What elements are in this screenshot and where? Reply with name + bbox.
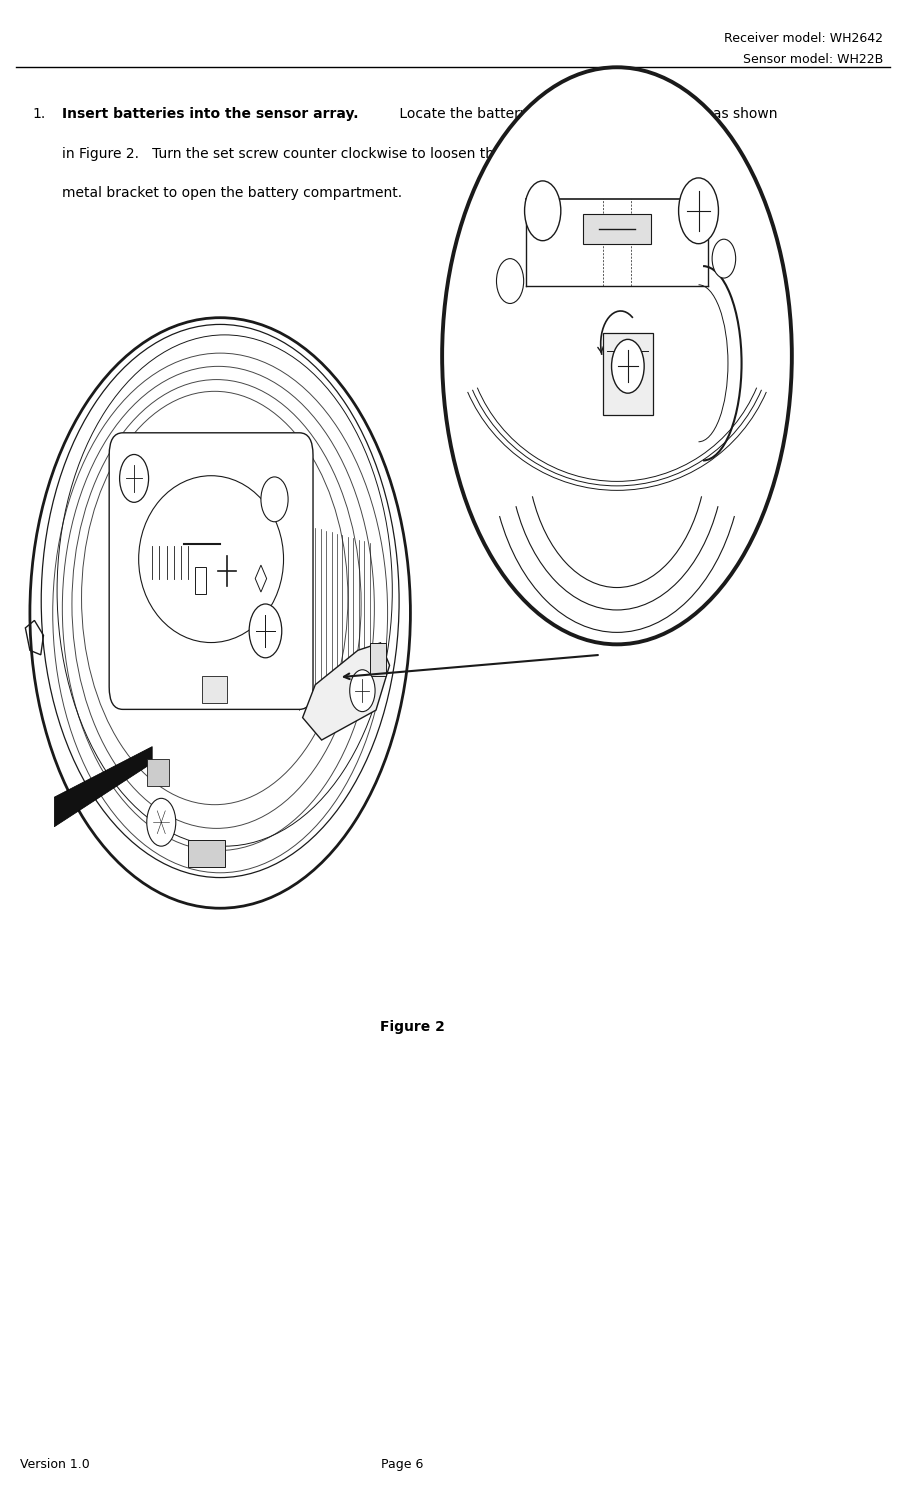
Text: Figure 2: Figure 2: [380, 1020, 445, 1033]
Bar: [195, 567, 206, 594]
Text: Receiver model: WH2642: Receiver model: WH2642: [725, 31, 883, 45]
Circle shape: [249, 604, 282, 658]
Text: Sensor model: WH22B: Sensor model: WH22B: [743, 54, 883, 66]
Text: in Figure 2.   Turn the set screw counter clockwise to loosen the screw, and rot: in Figure 2. Turn the set screw counter …: [62, 147, 698, 160]
Circle shape: [525, 181, 561, 241]
Polygon shape: [303, 643, 390, 740]
FancyBboxPatch shape: [109, 434, 313, 710]
Circle shape: [496, 259, 524, 303]
Text: Locate the battery door on the sensor array, as shown: Locate the battery door on the sensor ar…: [395, 108, 777, 121]
Bar: [202, 676, 227, 703]
Polygon shape: [54, 746, 152, 827]
Circle shape: [261, 477, 288, 522]
Circle shape: [147, 798, 176, 846]
Circle shape: [712, 239, 736, 278]
Circle shape: [442, 67, 792, 644]
Bar: [147, 759, 169, 786]
Bar: [583, 214, 651, 244]
Bar: [603, 332, 653, 414]
Text: Page 6: Page 6: [381, 1458, 423, 1471]
Circle shape: [120, 454, 149, 502]
Circle shape: [679, 178, 718, 244]
Text: metal bracket to open the battery compartment.: metal bracket to open the battery compar…: [62, 187, 401, 200]
Circle shape: [350, 670, 375, 712]
Text: Insert batteries into the sensor array.: Insert batteries into the sensor array.: [62, 108, 358, 121]
Bar: [370, 643, 386, 676]
Text: 1.: 1.: [33, 108, 46, 121]
Bar: [188, 840, 225, 867]
Circle shape: [612, 339, 644, 393]
Ellipse shape: [30, 318, 410, 909]
Text: Version 1.0: Version 1.0: [20, 1458, 90, 1471]
